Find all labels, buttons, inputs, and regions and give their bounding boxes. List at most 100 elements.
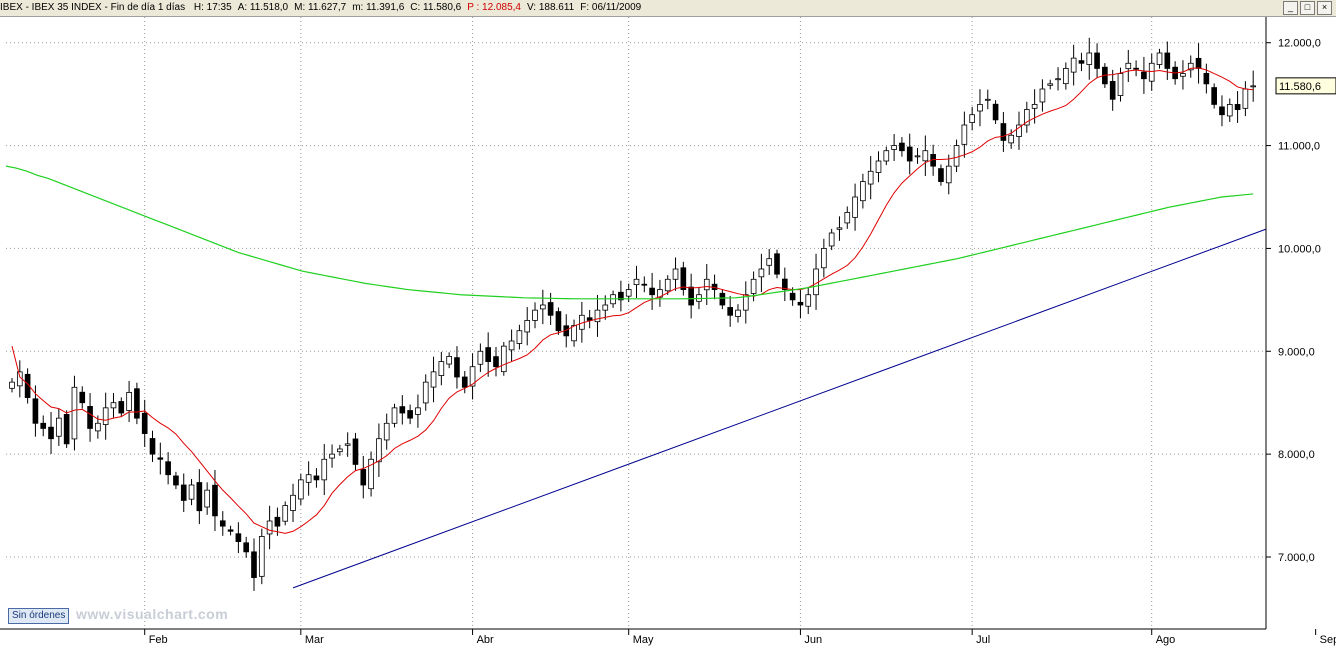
readout-field: P : 12.085,4	[467, 2, 521, 13]
candle-body	[1117, 73, 1124, 96]
candle-body	[984, 98, 991, 101]
y-tick-label: 11.000,0	[1278, 141, 1320, 153]
trendline	[292, 202, 1336, 589]
candle-body	[1070, 57, 1077, 73]
candle-body	[852, 196, 858, 218]
candle-body	[875, 160, 882, 173]
price-chart[interactable]: 7.000,0 8.000,0 9.000,0 10.000,0 11.000,0 12.…	[0, 17, 1336, 647]
candle-body	[196, 482, 203, 512]
candle-body	[134, 388, 140, 419]
candle-body	[1156, 52, 1163, 65]
candle-body	[899, 142, 905, 152]
last-value-box	[1275, 77, 1336, 95]
readout-field: A: 11.518,0	[237, 2, 289, 13]
candle-body	[321, 458, 328, 481]
candle-body	[555, 311, 562, 332]
minimize-icon[interactable]: _	[1283, 1, 1298, 15]
candle-body	[649, 287, 655, 296]
candle-body	[290, 494, 296, 511]
candle-body	[516, 330, 523, 344]
candle-body	[727, 307, 733, 316]
x-tick-label: Jul	[976, 634, 990, 646]
candle-body	[360, 468, 367, 486]
candle-body	[71, 386, 78, 440]
candle-body	[1031, 104, 1038, 109]
plot-area	[5, 37, 1336, 591]
candle-body	[977, 104, 983, 112]
candle-body	[961, 124, 968, 145]
candle-body	[102, 407, 109, 425]
readout-field: M: 11.627,7	[294, 2, 347, 13]
candle-body	[1086, 52, 1093, 65]
candle-body	[914, 155, 921, 158]
candle-body	[938, 168, 944, 182]
candle-body	[540, 304, 546, 310]
candle-body	[56, 417, 62, 437]
candle-body	[469, 366, 476, 387]
candle-body	[422, 381, 429, 404]
candle-body	[235, 533, 242, 542]
candle-body	[618, 291, 624, 301]
candle-body	[922, 150, 929, 162]
candle-body	[1164, 52, 1171, 69]
candle-body	[735, 309, 741, 317]
candle-body	[1180, 73, 1186, 77]
candle-body	[266, 520, 273, 535]
candle-body	[524, 320, 531, 333]
readout-field: m: 11.391,6	[352, 2, 405, 13]
candle-body	[79, 391, 86, 404]
x-tick-label: Jun	[804, 634, 822, 646]
close-icon[interactable]: ×	[1317, 1, 1332, 15]
candle-body	[305, 474, 312, 483]
long-moving-average	[5, 165, 1254, 300]
readout-field: V: 188.611	[526, 2, 575, 13]
candle-body	[789, 292, 796, 301]
candle-body	[883, 150, 890, 162]
candle-body	[352, 438, 359, 465]
candle-body	[1187, 62, 1194, 71]
candle-body	[1078, 60, 1085, 64]
candle-body	[821, 248, 827, 269]
candle-body	[485, 347, 492, 362]
candle-body	[664, 278, 671, 292]
candle-body	[641, 283, 648, 286]
candle-body	[461, 376, 468, 388]
candle-body	[258, 536, 265, 577]
candle-body	[126, 392, 132, 411]
candle-body	[774, 253, 780, 275]
readout-field: C: 11.580,6	[410, 2, 462, 13]
candle-body	[1000, 123, 1007, 141]
candle-body	[446, 356, 452, 365]
restore-icon[interactable]: □	[1300, 1, 1315, 15]
candle-body	[719, 292, 726, 306]
candle-body	[430, 371, 437, 388]
candle-body	[24, 373, 31, 398]
candle-body	[891, 145, 897, 150]
orders-button[interactable]: Sin órdenes	[8, 608, 70, 624]
candle-body	[1055, 78, 1061, 81]
candle-body	[1141, 71, 1147, 80]
candle-body	[9, 381, 15, 389]
candle-body	[688, 286, 694, 306]
candle-body	[860, 181, 866, 202]
candle-body	[188, 484, 195, 500]
candle-body	[1094, 52, 1100, 69]
candle-body	[337, 448, 343, 453]
candle-body	[703, 278, 710, 291]
candle-body	[391, 407, 398, 424]
last-value-label: 11.580,6	[1279, 81, 1321, 93]
candle-body	[953, 145, 960, 167]
candle-body	[500, 345, 507, 373]
chart-grid	[6, 17, 1317, 629]
candle-body	[750, 278, 757, 294]
candle-body	[836, 227, 843, 230]
candle-body	[797, 301, 804, 306]
candle-body	[180, 484, 187, 501]
candle-body	[945, 165, 952, 184]
candle-body	[227, 529, 234, 532]
candle-body	[383, 422, 390, 441]
title-bar: IBEX - IBEX 35 INDEX - Fin de día 1 días…	[0, 0, 1336, 17]
candle-body	[298, 479, 304, 500]
y-tick-label: 7.000,0	[1278, 552, 1315, 564]
candle-body	[547, 302, 554, 316]
